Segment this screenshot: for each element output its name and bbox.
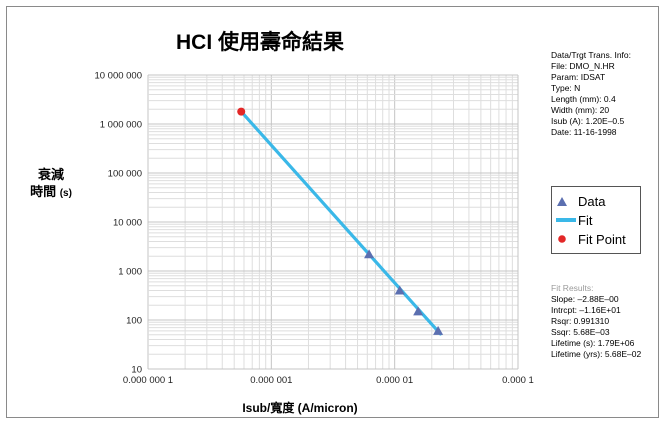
info-line: Data/Trgt Trans. Info: [551,50,631,60]
y-tick-label: 100 [126,316,142,327]
results-line: Intrcpt: –1.16E+01 [551,305,621,315]
info-line: Isub (A): 1.20E–0.5 [551,116,625,126]
legend-item-data: Data [556,193,605,209]
y-tick-label: 10 000 [113,218,142,229]
x-tick-label: 0.000 01 [376,375,413,386]
info-line: File: DMO_N.HR [551,61,615,71]
results-line: Slope: –2.88E–00 [551,294,619,304]
results-line: Ssqr: 5.68E–03 [551,327,610,337]
y-axis-label-line1: 衰減 [37,167,64,182]
fit-point [237,107,246,116]
info-line: Date: 11-16-1998 [551,127,617,137]
data-marks [237,107,444,336]
x-tick-label: 0.000 001 [250,375,292,386]
info-line: Width (mm): 20 [551,105,610,115]
results-line: Fit Results: [551,283,594,293]
legend-item-fit: Fit [556,212,592,228]
info-line: Length (mm): 0.4 [551,94,616,104]
triangle-marker-icon [556,193,578,209]
data-point [394,285,405,295]
y-axis-label-line2: 時間 [30,184,57,199]
legend-label-data: Data [578,193,606,209]
fit-results-panel: Fit Results: Slope: –2.88E–00 Intrcpt: –… [551,283,641,360]
info-line: Param: IDSAT [551,72,606,82]
legend-item-fit-point: Fit Point [556,231,626,247]
y-axis-label: 衰減 時間 (s) [16,166,86,202]
y-tick-label: 10 [131,365,142,376]
legend: Data Fit Fit Point [551,186,641,254]
line-marker-icon [556,212,578,228]
y-tick-label: 1 000 000 [100,120,142,131]
legend-label-fit: Fit [578,212,593,228]
grid [147,74,519,370]
tick-labels: 10 100 1 000 10 000 100 000 1 000 000 10 000 0… [94,71,533,387]
results-line: Lifetime (yrs): 5.68E–02 [551,349,642,359]
y-axis-unit: (s) [59,188,72,199]
data-info-panel: Data/Trgt Trans. Info: File: DMO_N.HR Pa… [551,50,631,138]
data-point [433,325,444,335]
circle-marker-icon [556,231,578,247]
chart-title: HCI 使用壽命結果 [176,31,344,54]
results-line: Lifetime (s): 1.79E+06 [551,338,635,348]
fit-line [239,110,443,336]
x-tick-label: 0.000 000 1 [123,375,173,386]
y-tick-label: 100 000 [108,169,142,180]
x-axis-label: Isub/寬度 (A/micron) [242,401,358,415]
results-line: Rsqr: 0.991310 [551,316,610,326]
data-point [364,249,375,259]
info-line: Type: N [551,83,581,93]
y-tick-label: 1 000 [118,267,142,278]
legend-label-fit-point: Fit Point [578,231,626,247]
x-tick-label: 0.000 1 [502,375,534,386]
data-point [413,306,424,316]
y-tick-label: 10 000 000 [94,71,142,82]
